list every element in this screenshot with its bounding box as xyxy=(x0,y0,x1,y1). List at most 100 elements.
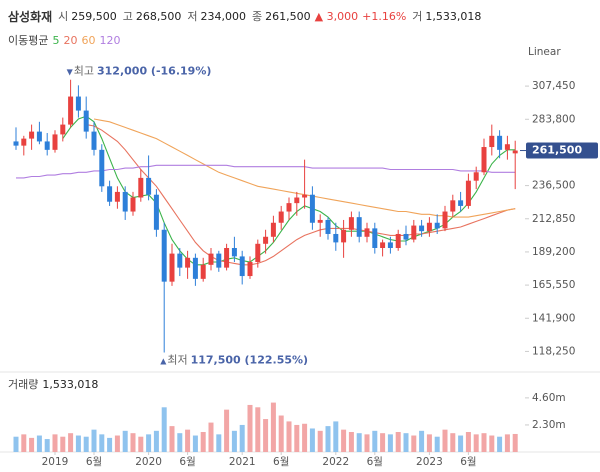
annotation-text: 최고 xyxy=(74,65,94,78)
candle-body xyxy=(419,225,425,232)
candle-body xyxy=(161,229,167,282)
volume-bar xyxy=(138,436,144,452)
candle-body xyxy=(317,219,323,223)
volume-bar xyxy=(489,435,495,452)
candle-body xyxy=(403,233,409,240)
volume-bar xyxy=(450,433,456,452)
candle-body xyxy=(411,225,417,240)
volume-bar xyxy=(333,421,339,452)
x-tick-label: 6월 xyxy=(273,456,289,468)
header-label: 시 xyxy=(58,10,68,23)
candle-body xyxy=(450,200,456,212)
volume-bar xyxy=(153,430,159,452)
annotation-value: 117,500 (122.55%) xyxy=(191,353,308,366)
volume-bar xyxy=(458,435,464,452)
candle-body xyxy=(192,257,198,279)
volume-bar xyxy=(504,434,510,452)
volume-bar xyxy=(348,432,354,452)
candle-body xyxy=(341,229,347,243)
volume-bar xyxy=(99,434,105,452)
volume-bar xyxy=(481,433,487,452)
y-tick-label: 212,850 xyxy=(532,213,575,225)
volume-bar xyxy=(372,430,378,452)
volume-bar xyxy=(114,435,120,452)
x-tick-label: 2021 xyxy=(229,456,256,468)
volume-bar xyxy=(169,426,175,452)
volume-bar xyxy=(380,433,386,452)
candle-body xyxy=(169,253,175,282)
candle-body xyxy=(387,242,393,248)
candle-body xyxy=(107,186,113,202)
y-tick-label: 189,200 xyxy=(532,246,575,258)
candle-body xyxy=(91,131,97,150)
header-label: 거 xyxy=(412,10,422,23)
volume-bar xyxy=(68,433,74,452)
volume-bar xyxy=(44,439,50,452)
volume-bar xyxy=(434,436,440,452)
x-tick-label: 2020 xyxy=(135,456,162,468)
volume-bar xyxy=(192,435,198,452)
candle-body xyxy=(489,135,495,148)
candle-body xyxy=(224,248,230,268)
x-tick-label: 6월 xyxy=(460,456,476,468)
candle-body xyxy=(36,131,42,142)
candle-body xyxy=(130,197,136,212)
legend-entry: 120 xyxy=(99,34,120,47)
stock-name: 삼성화재 xyxy=(8,9,52,24)
candle-body xyxy=(21,138,27,146)
moving-average-line xyxy=(62,115,516,266)
volume-bar xyxy=(473,434,479,452)
candle-body xyxy=(146,177,152,195)
candle-body xyxy=(122,191,128,212)
legend-entry: 20 xyxy=(63,34,77,47)
volume-bar xyxy=(442,429,448,452)
x-tick-label: 2019 xyxy=(42,456,69,468)
candle-body xyxy=(263,236,269,244)
volume-bar xyxy=(29,437,35,452)
volume-bar xyxy=(200,432,206,452)
volume-bar xyxy=(395,432,401,452)
volume-bar xyxy=(21,434,27,452)
candle-body xyxy=(426,222,432,232)
last-close-label: 261,500 xyxy=(532,144,582,157)
header-label: 종 xyxy=(252,10,262,23)
volume-bar xyxy=(216,434,222,452)
candle-body xyxy=(333,233,339,243)
volume-title: 거래량 1,533,018 xyxy=(8,378,98,391)
volume-bar xyxy=(239,424,245,452)
candle-body xyxy=(372,228,378,248)
candle-body xyxy=(216,253,222,268)
extreme-annotation: ▼최고 312,000 (-16.19%) xyxy=(67,65,212,78)
x-tick-label: 6월 xyxy=(367,456,383,468)
volume-bar xyxy=(270,402,276,452)
legend-entry: 60 xyxy=(81,34,95,47)
header-value: 1,533,018 xyxy=(425,10,481,23)
candle-body xyxy=(200,264,206,279)
volume-bar xyxy=(231,430,237,452)
volume-bar xyxy=(177,433,183,452)
last-close-box xyxy=(526,142,598,159)
y-tick-label: 165,550 xyxy=(532,279,575,291)
candle-body xyxy=(434,222,440,229)
volume-bar xyxy=(497,436,503,452)
y-tick-label: 2.30m xyxy=(532,419,566,431)
volume-bar xyxy=(419,430,425,452)
volume-bar xyxy=(60,436,66,452)
volume-bar xyxy=(224,409,230,452)
moving-average-line xyxy=(86,124,516,266)
x-tick-label: 6월 xyxy=(179,456,195,468)
candle-body xyxy=(83,110,89,132)
volume-bar xyxy=(122,430,128,452)
volume-bar xyxy=(83,436,89,452)
candle-body xyxy=(497,135,503,150)
y-tick-label: 4.60m xyxy=(532,392,566,404)
candle-body xyxy=(309,194,315,223)
candle-body xyxy=(504,144,510,150)
volume-bar xyxy=(364,434,370,452)
candle-body xyxy=(114,191,120,202)
volume-bar xyxy=(294,424,300,452)
annotation-marker: ▲ xyxy=(160,356,167,365)
volume-bar xyxy=(387,434,393,452)
candle-body xyxy=(75,96,81,111)
